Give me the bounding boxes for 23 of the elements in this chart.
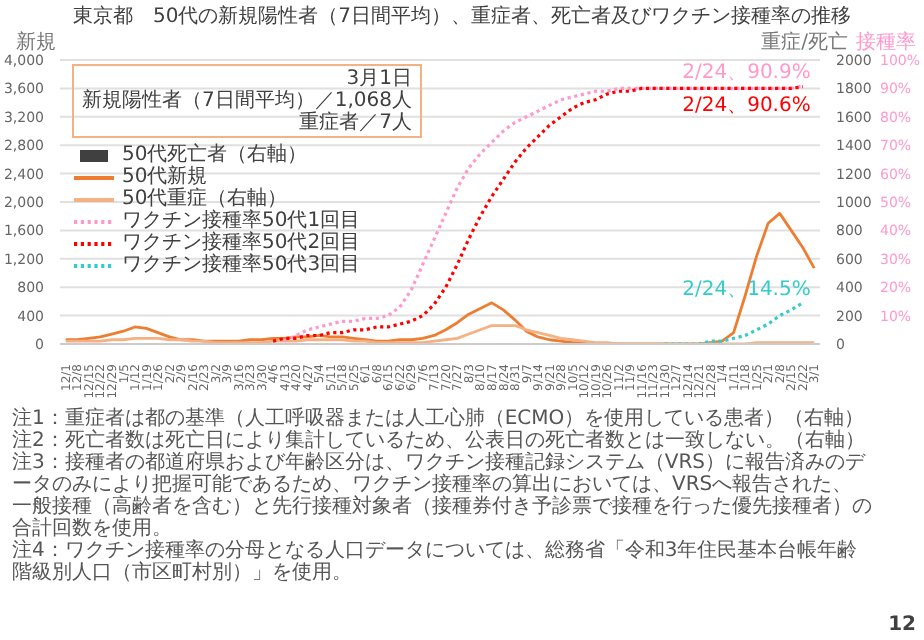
legend-label: ワクチン接種率50代2回目 [122, 232, 361, 254]
annotation: 重症者／7人 [297, 112, 412, 134]
annotation: 2/24、90.6% [682, 94, 811, 117]
y2-axis-title: 重症/死亡 [761, 29, 848, 54]
annotation: 2/24、90.9% [682, 61, 811, 84]
text: 注3：接種者の都道府県および年齢区分は、ワクチン接種記録システム（VRS）に報告済みのデータのみにより把握可能であるため、ワクチン接種率の算出においては、VRSへ報告された、一般接種（高齢者を含む）と先行接種対象者（接種券付き予診票で接種を行った優先接種者）の合計回数を使用。 [12, 452, 872, 540]
legend-label: 50代重症（右軸） [122, 188, 288, 210]
line-series [64, 211, 816, 344]
text: 12 [888, 614, 916, 636]
text: 注4：ワクチン接種率の分母となる人口データについては、総務省「令和3年住民基本台帳年齢階級別人口（市区町村別）」を使用。 [12, 540, 860, 584]
y3-axis-title: 接種率 [856, 29, 916, 54]
legend-label: 50代新規 [122, 166, 208, 188]
line-series [662, 301, 805, 344]
legend-label: ワクチン接種率50代3回目 [122, 254, 361, 276]
annotation: 2/24、14.5% [682, 278, 811, 301]
annotation: 3月1日 [344, 68, 412, 90]
text: 注2：死亡者数は死亡日により集計しているため、公表日の死亡者数とは一致しない。（右軸） [12, 430, 867, 452]
y-axis-title: 新規 [16, 29, 56, 54]
legend-label: 50代死亡者（右軸） [122, 144, 308, 166]
chart-title: 東京都 50代の新規陽性者（7日間平均）、重症者、死亡者及びワクチン接種率の推移 [70, 3, 854, 30]
annotation: 新規陽性者（7日間平均）／1,068人 [82, 90, 412, 112]
text: 注1：重症者は都の基準（人工呼吸器または人工心肺（ECMO）を使用している患者）（右軸） [12, 408, 867, 430]
legend-label: ワクチン接種率50代1回目 [122, 210, 361, 232]
